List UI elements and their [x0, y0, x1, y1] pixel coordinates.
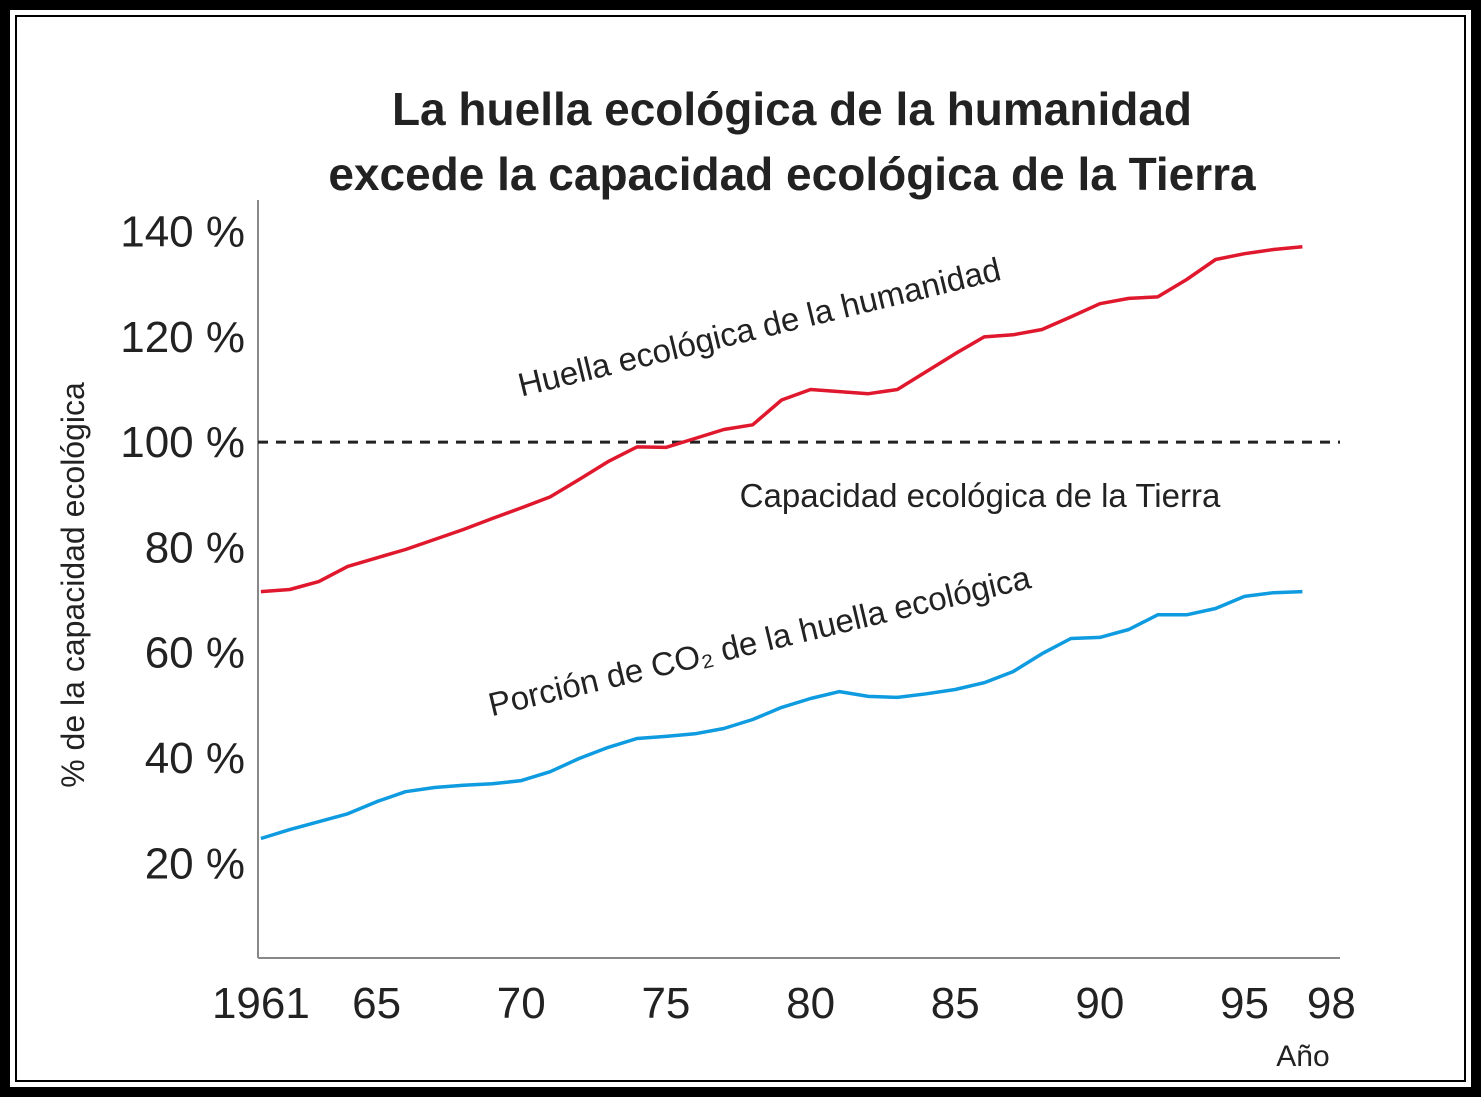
chart-title: excede la capacidad ecológica de la Tier… [328, 148, 1256, 200]
x-tick-label: 90 [1075, 979, 1124, 1028]
y-tick-label: 40 % [145, 734, 245, 783]
y-tick-label: 60 % [145, 629, 245, 678]
x-tick-label: 65 [352, 979, 401, 1028]
series-line [260, 589, 1303, 841]
series-label: Porción de CO₂ de la huella ecológica [485, 558, 1035, 723]
x-tick-label: 75 [641, 979, 690, 1028]
x-tick-label: 85 [931, 979, 980, 1028]
y-tick-label: 80 % [145, 523, 245, 572]
x-tick-label: 98 [1307, 979, 1356, 1028]
y-tick-label: 120 % [120, 313, 245, 362]
x-tick-label: 80 [786, 979, 835, 1028]
series-line [260, 245, 1303, 594]
x-axis-label: Año [1276, 1040, 1329, 1073]
reference-label: Capacidad ecológica de la Tierra [740, 477, 1221, 514]
x-tick-label: 95 [1220, 979, 1269, 1028]
series-label: Huella ecológica de la humanidad [514, 250, 1004, 403]
y-tick-label: 100 % [120, 418, 245, 467]
x-tick-label: 1961 [212, 979, 310, 1028]
x-tick-label: 70 [497, 979, 546, 1028]
chart-title: La huella ecológica de la humanidad [392, 83, 1192, 135]
y-tick-label: 20 % [145, 839, 245, 888]
y-axis-label: % de la capacidad ecológica [55, 382, 91, 788]
frame-inner [15, 15, 1466, 1082]
y-tick-label: 140 % [120, 208, 245, 257]
